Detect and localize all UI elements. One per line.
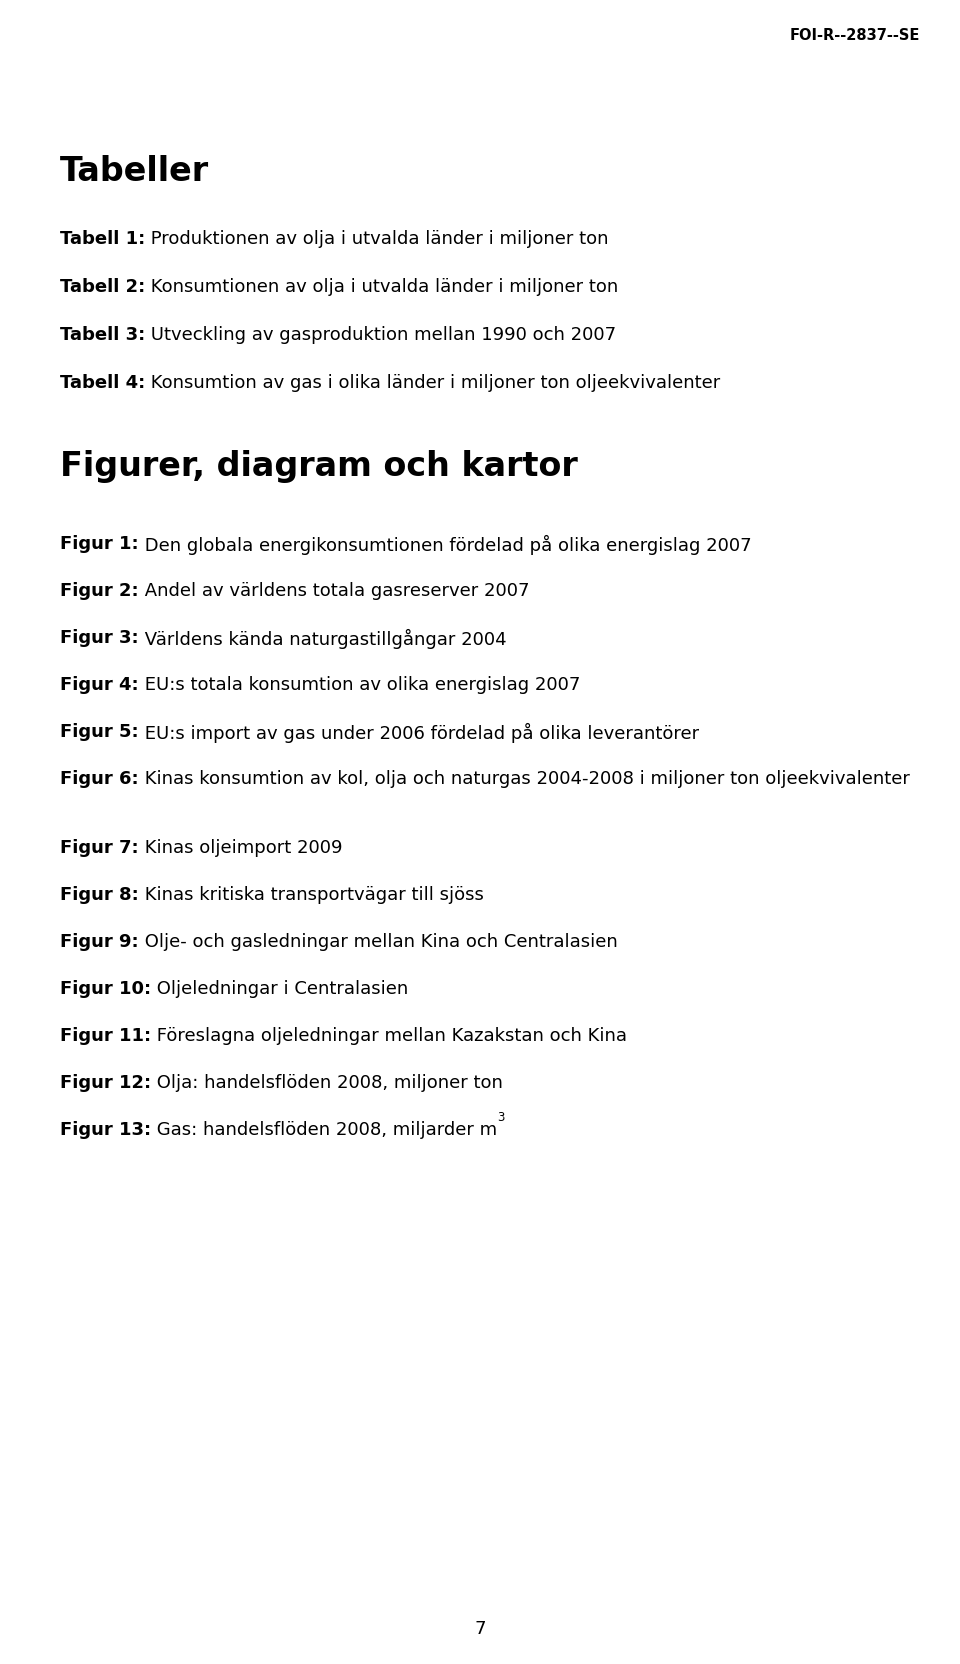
Text: Figur 12:: Figur 12: (60, 1073, 151, 1092)
Text: Andel av världens totala gasreserver 2007: Andel av världens totala gasreserver 200… (138, 582, 529, 601)
Text: Figur 1:: Figur 1: (60, 536, 138, 552)
Text: Världens kända naturgastillgångar 2004: Världens kända naturgastillgångar 2004 (138, 629, 506, 649)
Text: Figur 13:: Figur 13: (60, 1122, 151, 1138)
Text: EU:s import av gas under 2006 fördelad på olika leverantörer: EU:s import av gas under 2006 fördelad p… (138, 722, 699, 744)
Text: Tabeller: Tabeller (60, 155, 209, 188)
Text: Tabell 3:: Tabell 3: (60, 326, 145, 344)
Text: Figur 5:: Figur 5: (60, 722, 138, 740)
Text: Figur 6:: Figur 6: (60, 770, 138, 789)
Text: Oljeledningar i Centralasien: Oljeledningar i Centralasien (151, 980, 408, 998)
Text: Figurer, diagram och kartor: Figurer, diagram och kartor (60, 449, 578, 483)
Text: Produktionen av olja i utvalda länder i miljoner ton: Produktionen av olja i utvalda länder i … (145, 230, 609, 248)
Text: Figur 7:: Figur 7: (60, 839, 138, 857)
Text: Figur 10:: Figur 10: (60, 980, 151, 998)
Text: Föreslagna oljeledningar mellan Kazakstan och Kina: Föreslagna oljeledningar mellan Kazaksta… (151, 1027, 627, 1045)
Text: Figur 4:: Figur 4: (60, 676, 138, 694)
Text: Tabell 4:: Tabell 4: (60, 374, 145, 393)
Text: EU:s totala konsumtion av olika energislag 2007: EU:s totala konsumtion av olika energisl… (138, 676, 580, 694)
Text: Tabell 1:: Tabell 1: (60, 230, 145, 248)
Text: Kinas kritiska transportvägar till sjöss: Kinas kritiska transportvägar till sjöss (139, 885, 484, 904)
Text: Konsumtion av gas i olika länder i miljoner ton oljeekvivalenter: Konsumtion av gas i olika länder i miljo… (145, 374, 721, 393)
Text: Konsumtionen av olja i utvalda länder i miljoner ton: Konsumtionen av olja i utvalda länder i … (145, 278, 618, 296)
Text: Den globala energikonsumtionen fördelad på olika energislag 2007: Den globala energikonsumtionen fördelad … (138, 536, 752, 556)
Text: Gas: handelsflöden 2008, miljarder m: Gas: handelsflöden 2008, miljarder m (151, 1122, 497, 1138)
Text: Figur 2:: Figur 2: (60, 582, 138, 601)
Text: Tabell 2:: Tabell 2: (60, 278, 145, 296)
Text: Kinas oljeimport 2009: Kinas oljeimport 2009 (138, 839, 342, 857)
Text: Figur 8:: Figur 8: (60, 885, 139, 904)
Text: Utveckling av gasproduktion mellan 1990 och 2007: Utveckling av gasproduktion mellan 1990 … (145, 326, 616, 344)
Text: Figur 11:: Figur 11: (60, 1027, 151, 1045)
Text: Olje- och gasledningar mellan Kina och Centralasien: Olje- och gasledningar mellan Kina och C… (138, 934, 617, 952)
Text: Figur 9:: Figur 9: (60, 934, 138, 952)
Text: 7: 7 (474, 1621, 486, 1637)
Text: FOI-R--2837--SE: FOI-R--2837--SE (790, 28, 920, 43)
Text: Figur 3:: Figur 3: (60, 629, 138, 647)
Text: Kinas konsumtion av kol, olja och naturgas 2004-2008 i miljoner ton oljeekvivale: Kinas konsumtion av kol, olja och naturg… (138, 770, 909, 789)
Text: Olja: handelsflöden 2008, miljoner ton: Olja: handelsflöden 2008, miljoner ton (151, 1073, 503, 1092)
Text: 3: 3 (497, 1112, 505, 1123)
